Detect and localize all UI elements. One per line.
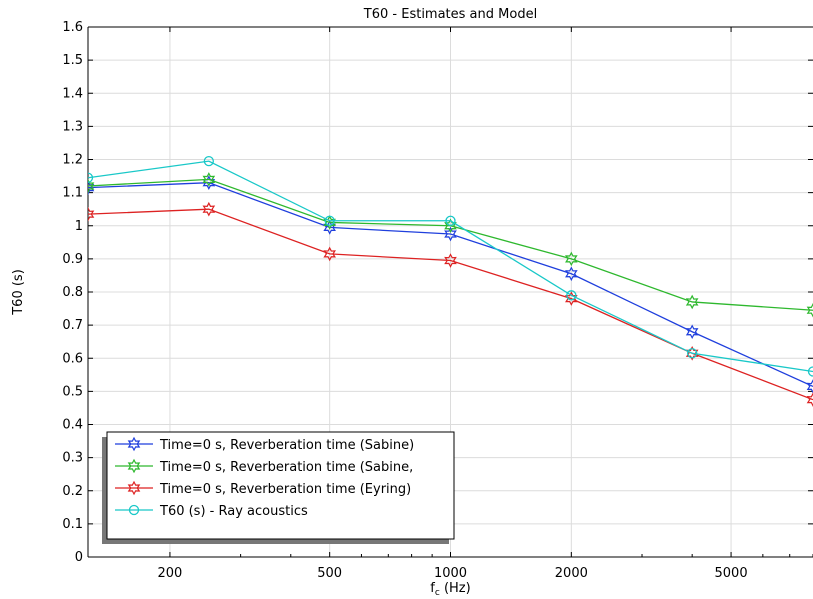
legend-swatch-marker — [127, 458, 141, 474]
x-tick-label: 2000 — [555, 566, 588, 581]
data-point — [806, 302, 813, 318]
series-line — [88, 182, 813, 388]
data-point — [202, 201, 216, 217]
legend-label: T60 (s) - Ray acoustics — [159, 504, 308, 519]
x-axis-title-subscript: c — [435, 588, 440, 598]
legend-entry: Time=0 s, Reverberation time (Eyring) — [115, 480, 411, 497]
legend-entry: Time=0 s, Reverberation time (Sabine) — [115, 436, 414, 453]
data-point — [203, 156, 214, 167]
data-point — [88, 172, 94, 183]
y-tick-label: 1 — [75, 219, 83, 234]
data-point — [806, 392, 813, 407]
data-point — [445, 215, 456, 226]
data-point — [565, 251, 578, 267]
data-point — [323, 246, 336, 262]
data-point — [687, 348, 698, 359]
data-point — [807, 366, 813, 377]
y-tick-label: 0.9 — [62, 252, 83, 267]
data-point — [685, 324, 699, 340]
y-tick-label: 0.5 — [62, 384, 83, 399]
data-point — [566, 290, 577, 301]
legend: Time=0 s, Reverberation time (Sabine) Tim… — [102, 431, 455, 544]
y-tick-label: 0.6 — [62, 351, 83, 366]
y-tick-label: 0.1 — [62, 517, 83, 532]
series-layer — [88, 156, 813, 407]
legend-label: Time=0 s, Reverberation time (Sabine) — [159, 438, 414, 453]
legend-swatch-marker — [127, 480, 141, 496]
series-line — [88, 160, 813, 373]
data-point — [88, 180, 95, 195]
y-tick-label: 0 — [75, 550, 83, 565]
data-point — [202, 172, 216, 187]
series-1 — [88, 175, 813, 394]
legend-entry: T60 (s) - Ray acoustics — [115, 504, 308, 519]
y-tick-label: 0.8 — [62, 285, 83, 300]
chart-title: T60 - Estimates and Model — [363, 7, 537, 22]
y-tick-label: 1.5 — [62, 53, 83, 68]
y-tick-label: 1.4 — [62, 86, 83, 101]
data-point — [444, 253, 457, 268]
y-tick-label: 0.3 — [62, 451, 83, 466]
legend-label: Time=0 s, Reverberation time (Eyring) — [159, 482, 411, 497]
legend-swatch-marker — [127, 436, 141, 452]
grid — [88, 26, 813, 558]
y-axis-title: T60 (s) — [11, 269, 26, 316]
series-2 — [88, 172, 813, 318]
data-point — [324, 215, 335, 226]
x-tick-label: 500 — [317, 566, 342, 581]
legend-box — [106, 431, 455, 540]
x-tick-label: 200 — [158, 566, 183, 581]
y-tick-label: 0.4 — [62, 418, 83, 433]
x-tick-label: 1000 — [434, 566, 467, 581]
y-tick-label: 1.6 — [62, 20, 83, 35]
data-point — [88, 178, 95, 194]
data-point — [565, 266, 578, 282]
y-tick-label: 1.2 — [62, 153, 83, 168]
legend-swatch-marker — [128, 504, 140, 516]
x-axis-title-main: f — [430, 581, 435, 596]
y-tick-label: 1.1 — [62, 186, 83, 201]
axes: 0 0.1 0.2 0.3 0.4 0.5 0.6 0.7 0.8 0.9 1 1.1 1.2 1.3 1.… — [62, 20, 813, 581]
data-point — [806, 379, 813, 394]
x-axis-title: fc (Hz) — [430, 581, 470, 598]
data-point — [323, 215, 336, 230]
x-axis-title-unit: (Hz) — [440, 581, 471, 596]
legend-label: Time=0 s, Reverberation time (Sabine, — [159, 460, 413, 475]
x-tick-label: 5000 — [715, 566, 748, 581]
data-point — [88, 206, 95, 222]
data-point — [565, 291, 578, 306]
data-point — [685, 294, 699, 310]
series-4 — [88, 156, 813, 377]
legend-entry: Time=0 s, Reverberation time (Sabine, — [115, 458, 413, 475]
data-point — [444, 226, 457, 242]
y-tick-label: 0.2 — [62, 484, 83, 499]
data-point — [444, 218, 457, 234]
y-tick-label: 1.3 — [62, 119, 83, 134]
y-tick-label: 0.7 — [62, 318, 83, 333]
